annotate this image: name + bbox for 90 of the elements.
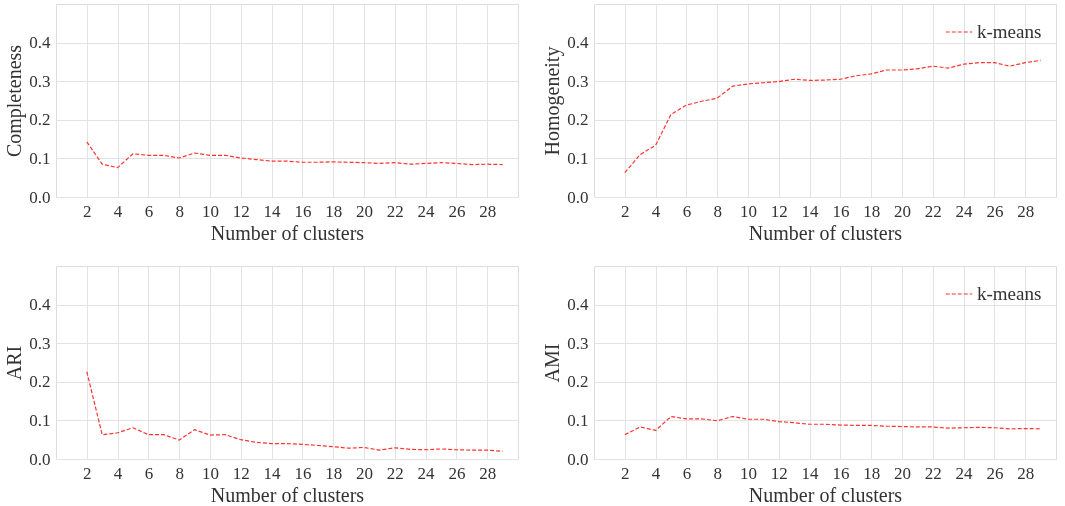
y-tick-label: 0.1 — [29, 148, 51, 168]
y-tick-label: 0.0 — [29, 449, 51, 469]
x-tick-label: 8 — [175, 201, 184, 221]
y-axis-title: ARI — [3, 345, 26, 381]
y-tick-label: 0.1 — [567, 410, 589, 430]
x-tick-label: 16 — [832, 463, 850, 483]
y-tick-label: 0.2 — [567, 372, 589, 392]
x-tick-label: 8 — [175, 463, 184, 483]
y-tick-label: 0.3 — [567, 71, 589, 91]
x-tick-label: 4 — [113, 463, 123, 483]
y-tick-label: 0.4 — [567, 33, 589, 53]
x-axis-title: Number of clusters — [748, 221, 903, 244]
y-tick-label: 0.4 — [29, 33, 51, 53]
x-tick-label: 28 — [479, 463, 497, 483]
x-tick-label: 28 — [1017, 201, 1035, 221]
x-tick-label: 10 — [202, 463, 219, 483]
x-tick-label: 10 — [740, 463, 757, 483]
line-series — [86, 141, 504, 169]
x-tick-label: 26 — [986, 463, 1004, 483]
x-tick-label: 2 — [83, 201, 92, 221]
y-tick-label: 0.2 — [29, 110, 51, 130]
x-axis-title: Number of clusters — [210, 221, 365, 244]
x-tick-label: 12 — [770, 201, 788, 221]
x-tick-label: 20 — [894, 463, 911, 483]
x-tick-label: 18 — [863, 463, 881, 483]
x-tick-label: 8 — [713, 463, 722, 483]
x-tick-label: 6 — [682, 463, 692, 483]
y-tick-label: 0.3 — [29, 71, 51, 91]
x-tick-label: 4 — [651, 463, 661, 483]
y-tick-label: 0.0 — [567, 449, 589, 469]
x-tick-label: 22 — [386, 201, 404, 221]
x-tick-label: 2 — [621, 201, 630, 221]
x-tick-label: 24 — [955, 201, 974, 221]
x-axis-title: Number of clusters — [748, 483, 903, 506]
x-tick-label: 20 — [356, 463, 373, 483]
legend-label: k-means — [977, 283, 1042, 304]
legend-label: k-means — [977, 21, 1042, 42]
line-series — [624, 59, 1042, 174]
x-tick-label: 16 — [294, 201, 312, 221]
x-tick-label: 16 — [294, 463, 312, 483]
y-axis-title: AMI — [541, 343, 564, 383]
x-tick-label: 10 — [740, 201, 757, 221]
y-tick-label: 0.2 — [567, 110, 589, 130]
x-tick-label: 16 — [832, 201, 850, 221]
x-tick-label: 4 — [651, 201, 661, 221]
x-tick-label: 6 — [144, 201, 154, 221]
x-tick-label: 18 — [863, 201, 881, 221]
x-tick-label: 12 — [232, 463, 250, 483]
y-tick-label: 0.1 — [567, 148, 589, 168]
x-tick-label: 24 — [955, 463, 974, 483]
x-tick-label: 2 — [83, 463, 92, 483]
y-tick-label: 0.3 — [29, 333, 51, 353]
x-tick-label: 2 — [621, 463, 630, 483]
x-tick-label: 24 — [417, 463, 436, 483]
x-tick-label: 22 — [924, 463, 942, 483]
y-tick-label: 0.2 — [29, 372, 51, 392]
x-tick-label: 28 — [479, 201, 497, 221]
x-tick-label: 26 — [448, 463, 466, 483]
x-tick-label: 24 — [417, 201, 436, 221]
y-tick-label: 0.1 — [29, 410, 51, 430]
x-tick-label: 14 — [263, 201, 282, 221]
x-tick-label: 26 — [448, 201, 466, 221]
x-tick-label: 18 — [325, 201, 343, 221]
x-tick-label: 14 — [801, 201, 820, 221]
x-tick-label: 10 — [202, 201, 219, 221]
y-axis-title: Completeness — [3, 44, 27, 158]
x-tick-label: 6 — [144, 463, 154, 483]
x-tick-label: 20 — [356, 201, 373, 221]
x-tick-label: 22 — [386, 463, 404, 483]
y-tick-label: 0.0 — [29, 187, 51, 207]
x-tick-label: 4 — [113, 201, 123, 221]
x-tick-label: 14 — [263, 463, 282, 483]
y-axis-title: Homogeneity — [541, 46, 565, 156]
x-tick-label: 12 — [770, 463, 788, 483]
x-tick-label: 12 — [232, 201, 250, 221]
x-tick-label: 26 — [986, 201, 1004, 221]
x-tick-label: 8 — [713, 201, 722, 221]
y-tick-label: 0.4 — [29, 295, 51, 315]
y-tick-label: 0.0 — [567, 187, 589, 207]
x-tick-label: 18 — [325, 463, 343, 483]
x-tick-label: 22 — [924, 201, 942, 221]
y-tick-label: 0.3 — [567, 333, 589, 353]
x-tick-label: 20 — [894, 201, 911, 221]
y-tick-label: 0.4 — [567, 295, 589, 315]
line-series — [86, 371, 504, 452]
x-axis-title: Number of clusters — [210, 483, 365, 506]
line-series — [624, 415, 1042, 436]
x-tick-label: 14 — [801, 463, 820, 483]
x-tick-label: 6 — [682, 201, 692, 221]
x-tick-label: 28 — [1017, 463, 1035, 483]
